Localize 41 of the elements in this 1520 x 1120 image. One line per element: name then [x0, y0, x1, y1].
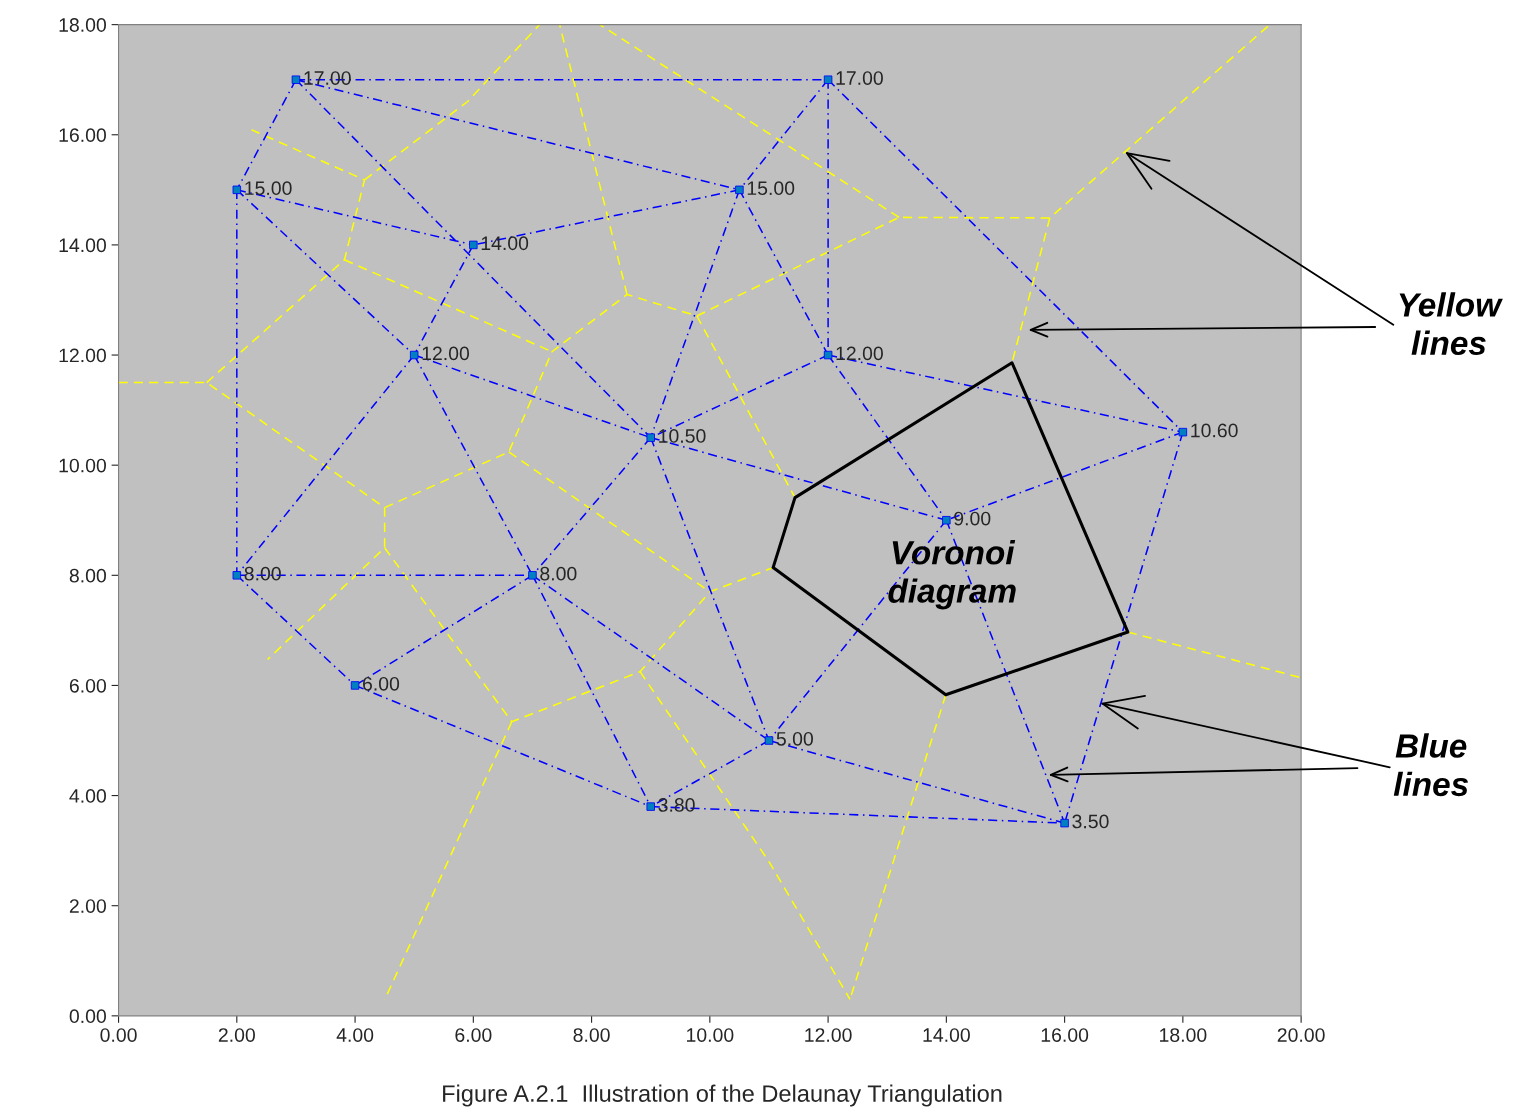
data-label: 3.80 — [658, 798, 695, 812]
y-tick-label: 16.00 — [59, 128, 106, 143]
data-label: 15.00 — [747, 181, 795, 196]
y-tick-label: 2.00 — [69, 899, 106, 913]
x-tick-label: 2.00 — [218, 1028, 255, 1042]
x-tick-label: 14.00 — [923, 1028, 970, 1042]
data-label: 10.60 — [1191, 423, 1238, 438]
y-tick-label: 18.00 — [59, 18, 106, 32]
x-tick-label: 6.00 — [455, 1028, 492, 1042]
data-label: 12.00 — [422, 346, 470, 361]
y-tick-label: 10.00 — [59, 458, 106, 473]
data-label: 3.50 — [1072, 814, 1109, 829]
text: Figure A.2.1 Illustration of the Delaunay Triangulation — [443, 1084, 1002, 1107]
y-tick-label: 0.00 — [69, 1009, 106, 1024]
annotation: Yellow lines — [1399, 292, 1503, 356]
y-tick-label: 4.00 — [69, 789, 106, 803]
data-label: 12.00 — [836, 346, 883, 361]
data-label: 17.00 — [304, 71, 351, 85]
x-tick-label: 20.00 — [1277, 1028, 1325, 1042]
y-tick-label: 8.00 — [69, 568, 106, 583]
annotation: Voronoi diagram — [888, 540, 1016, 610]
data-label: 10.50 — [659, 429, 706, 443]
y-tick-label: 6.00 — [69, 678, 106, 693]
x-tick-label: 10.00 — [687, 1028, 734, 1042]
data-label: 6.00 — [363, 676, 400, 691]
data-label: 8.00 — [540, 566, 577, 581]
annotation: Blue lines — [1393, 733, 1469, 797]
x-tick-label: 16.00 — [1041, 1028, 1089, 1042]
x-tick-label: 4.00 — [336, 1028, 374, 1042]
data-label: 15.00 — [245, 181, 292, 196]
x-tick-label: 8.00 — [573, 1028, 610, 1042]
x-tick-label: 12.00 — [805, 1028, 852, 1042]
data-label: 17.00 — [836, 71, 883, 85]
data-label: 14.00 — [481, 236, 529, 251]
y-tick-label: 12.00 — [59, 348, 106, 363]
data-label: 9.00 — [954, 511, 991, 526]
data-label: 8.00 — [244, 566, 281, 581]
data-label: 5.00 — [776, 731, 813, 746]
y-tick-label: 14.00 — [59, 238, 106, 253]
x-tick-label: 0.00 — [100, 1028, 137, 1042]
x-tick-label: 18.00 — [1160, 1028, 1207, 1042]
